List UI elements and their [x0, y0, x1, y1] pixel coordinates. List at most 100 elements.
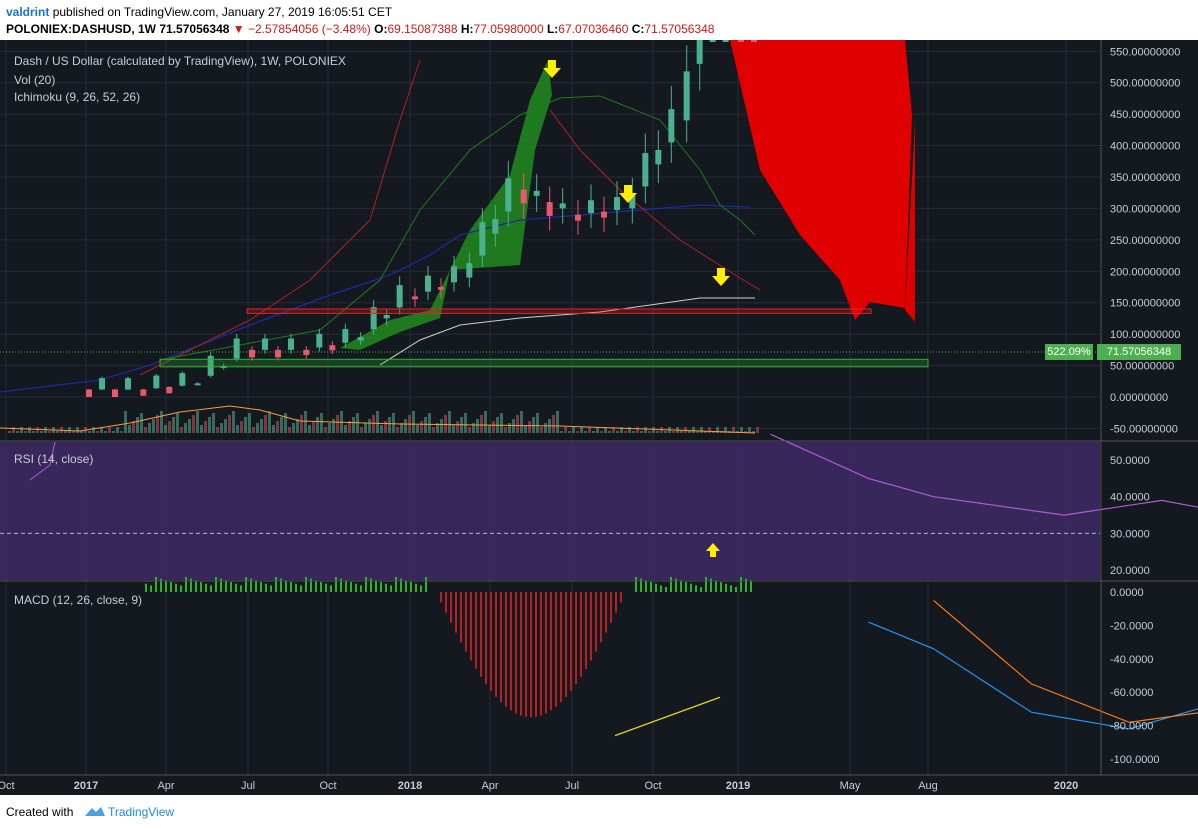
arrow-down-icon [619, 185, 637, 203]
volume-bar [420, 421, 423, 433]
macd-hist-bar [440, 592, 442, 603]
volume-bar [364, 423, 367, 433]
candle-body [194, 383, 201, 386]
volume-bar [352, 417, 355, 433]
macd-hist-bar [620, 592, 622, 603]
volume-bar [392, 413, 395, 433]
volume-bar [348, 421, 351, 433]
macd-hist-bar [275, 576, 277, 592]
macd-hist-bar [190, 578, 192, 592]
open-label: O: [374, 22, 388, 36]
axes: 550.00000000 500.00000000 450.00000000 400.… [0, 40, 1198, 792]
ichimoku-legend: Ichimoku (9, 26, 52, 26) [14, 90, 141, 104]
username-link[interactable]: valdrint [6, 5, 50, 19]
volume-bar [452, 425, 455, 433]
volume-bar [176, 413, 179, 433]
volume-bar [56, 431, 59, 433]
volume-bar [448, 411, 451, 433]
rsi-line-left [29, 441, 56, 481]
macd-hist-bar [610, 592, 612, 623]
volume-bar [540, 427, 543, 433]
time-tick-label: Aug [918, 780, 938, 792]
candle-body [546, 202, 553, 216]
candle-body [140, 389, 147, 396]
macd-hist-bar [265, 583, 267, 592]
volume-bars [0, 405, 759, 434]
candle-body [533, 190, 540, 196]
candle-body [722, 40, 729, 42]
volume-bar [708, 427, 711, 433]
volume-bar [292, 423, 295, 433]
macd-hist-bar [660, 585, 662, 592]
cloud-green [340, 60, 552, 350]
volume-bar [244, 417, 247, 433]
macd-hist-bar [330, 585, 332, 592]
volume-bar [24, 431, 27, 433]
time-tick-label: Apr [481, 780, 498, 792]
volume-bar [284, 413, 287, 433]
volume-bar [180, 427, 183, 433]
macd-tick-label: -60.0000 [1110, 687, 1153, 699]
volume-bar [680, 431, 683, 433]
macd-hist-bar [175, 583, 177, 592]
macd-hist-bar [360, 585, 362, 592]
macd-hist-bar [370, 578, 372, 592]
macd-line [868, 621, 1198, 730]
candle-body [696, 40, 703, 64]
cloud-red-tip [905, 120, 915, 322]
macd-hist-bar [515, 592, 517, 714]
macd-hist-bar [500, 592, 502, 703]
annotation-arrows [543, 60, 730, 557]
volume-bar [704, 431, 707, 433]
volume-bar [76, 427, 79, 433]
tradingview-link[interactable]: TradingView [108, 805, 175, 819]
macd-hist-bar [650, 581, 652, 592]
macd-hist-bar [305, 576, 307, 592]
price-tick-label: 500.00000000 [1110, 78, 1180, 90]
candle-body [655, 149, 662, 165]
volume-bar [88, 431, 91, 433]
candle-body [559, 203, 566, 209]
macd-hist-bar [150, 585, 152, 592]
macd-tick-label: -100.0000 [1110, 754, 1160, 766]
macd-hist-bar [480, 592, 482, 677]
volume-bar [504, 427, 507, 433]
macd-hist-bar [615, 592, 617, 613]
macd-hist-bar [545, 592, 547, 714]
volume-bar [300, 415, 303, 433]
rsi-tick-label: 20.0000 [1110, 565, 1150, 577]
volume-ma-line [0, 405, 756, 434]
macd-hist-bar [550, 592, 552, 711]
macd-hist-bar [565, 592, 567, 697]
volume-bar [172, 417, 175, 433]
volume-bar [616, 431, 619, 433]
volume-bar [376, 411, 379, 433]
ma-line-white [379, 297, 755, 366]
senkou-line [159, 95, 756, 361]
volume-bar [384, 421, 387, 433]
volume-bar [588, 427, 591, 433]
volume-bar [476, 419, 479, 433]
volume-bar [260, 419, 263, 433]
candle-body [425, 275, 431, 292]
macd-hist-bar [710, 578, 712, 592]
volume-bar [560, 431, 563, 433]
candle-body [479, 222, 486, 256]
volume-bar [620, 427, 623, 433]
macd-hist-bar [425, 576, 427, 592]
volume-bar [472, 423, 475, 433]
macd-tick-label: -80.0000 [1110, 721, 1153, 733]
volume-bar [100, 427, 103, 433]
volume-bar [272, 425, 275, 433]
macd-hist-bar [165, 580, 167, 592]
volume-bar [68, 427, 71, 433]
macd-hist-bar [335, 576, 337, 592]
chart-area[interactable]: 550.00000000 500.00000000 450.00000000 400.… [0, 0, 1198, 795]
macd-hist-bar [525, 592, 527, 717]
chart-canvas[interactable]: 550.00000000 500.00000000 450.00000000 400.… [0, 0, 1198, 795]
time-tick-label: Oct [319, 780, 336, 792]
macd-hist-bar [635, 576, 637, 592]
volume-bar [204, 421, 207, 433]
candle-body [112, 389, 118, 397]
macd-hist-bar [570, 592, 572, 691]
